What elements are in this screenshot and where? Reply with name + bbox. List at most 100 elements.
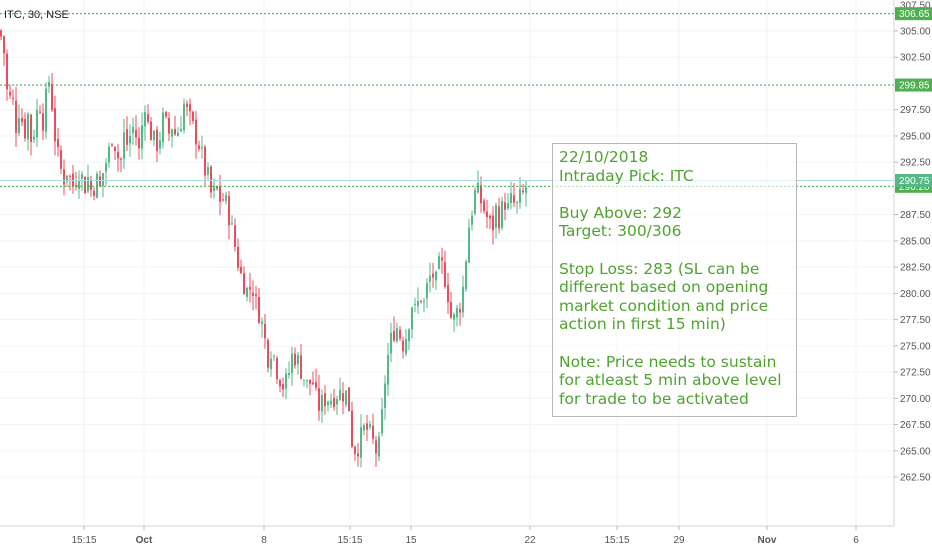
candle-body: [42, 113, 44, 131]
candle-body: [303, 379, 305, 381]
candle-body: [408, 329, 410, 342]
y-tick-label: 285.00: [900, 236, 931, 247]
candle-body: [195, 119, 197, 145]
y-tick-label: 287.50: [900, 210, 931, 221]
candle-body: [210, 166, 212, 193]
candle-body: [381, 409, 383, 434]
candle-body: [363, 425, 365, 431]
trade-note-box[interactable]: 22/10/2018 Intraday Pick: ITC Buy Above:…: [552, 143, 797, 417]
candle-body: [411, 307, 413, 330]
candle-body: [270, 358, 272, 370]
candle-body: [285, 373, 287, 389]
candle-body: [3, 36, 5, 54]
candle-body: [519, 189, 521, 203]
candle-body: [249, 286, 251, 290]
candle-body: [507, 203, 509, 209]
y-tick-label: 305.00: [900, 27, 931, 38]
y-tick-label: 275.00: [900, 341, 931, 352]
candle-body: [339, 389, 341, 400]
candle-body: [489, 215, 491, 219]
candle-body: [24, 119, 26, 139]
time-axis[interactable]: 15:15 Oct 8 15:15 15 22 15:15 29 Nov 6: [71, 526, 859, 546]
y-tick-label: 270.00: [900, 394, 931, 405]
candle-body: [480, 185, 482, 204]
y-tick-label: 265.00: [900, 446, 931, 457]
candle-body: [102, 173, 104, 187]
candle-body: [312, 382, 314, 385]
x-tick-label: Oct: [136, 535, 153, 546]
candle-body: [504, 202, 506, 210]
y-tick-label: 262.50: [900, 473, 931, 484]
candle-body: [18, 118, 20, 134]
candle-body: [105, 163, 107, 172]
candle-body: [63, 169, 65, 185]
candle-body: [315, 382, 317, 388]
x-tick-label: 22: [524, 535, 536, 546]
candle-body: [174, 129, 176, 135]
candle-body: [450, 301, 452, 318]
candle-body: [471, 215, 473, 225]
candle-body: [483, 200, 485, 212]
candle-body: [261, 321, 263, 324]
candle-body: [159, 140, 161, 149]
level-label-bg: [895, 78, 932, 92]
candle-body: [486, 211, 488, 218]
candle-body: [288, 372, 290, 376]
candle-body: [351, 410, 353, 447]
candle-body: [246, 287, 248, 297]
candle-body: [168, 117, 170, 134]
candle-body: [387, 354, 389, 385]
candle-body: [324, 393, 326, 406]
candle-body: [234, 225, 236, 247]
candle-body: [492, 215, 494, 231]
candles: [0, 28, 527, 468]
candle-body: [129, 135, 131, 144]
candle-body: [366, 423, 368, 430]
last-price-label: 290.75: [899, 176, 930, 187]
candle-body: [420, 300, 422, 302]
candle-body: [399, 329, 401, 339]
candle-body: [60, 150, 62, 169]
candle-body: [138, 138, 140, 149]
candle-body: [69, 175, 71, 177]
candle-body: [300, 355, 302, 379]
candle-body: [348, 387, 350, 412]
candle-body: [516, 202, 518, 204]
price-axis[interactable]: 305.00 302.50 297.50 295.00 292.50 287.50 285.…: [894, 0, 931, 484]
candle-body: [330, 401, 332, 405]
note-stoploss-2: different based on opening: [559, 278, 769, 297]
last-price-label-bg: [895, 174, 932, 188]
candle-body: [78, 181, 80, 189]
x-tick-label: 6: [853, 535, 859, 546]
candle-body: [12, 97, 14, 99]
candle-body: [384, 383, 386, 408]
y-tick-label: 267.50: [900, 420, 931, 431]
candle-body: [48, 82, 50, 87]
candle-body: [198, 145, 200, 149]
candle-body: [258, 297, 260, 323]
candle-body: [468, 227, 470, 263]
level-label: 306.65: [899, 9, 930, 20]
candle-body: [54, 108, 56, 142]
candle-body: [372, 425, 374, 439]
candle-body: [333, 398, 335, 408]
candle-body: [57, 138, 59, 148]
candle-body: [141, 125, 143, 149]
candle-body: [435, 271, 437, 281]
candle-body: [222, 199, 224, 201]
y-tick-label: 282.50: [900, 263, 931, 274]
note-date: 22/10/2018: [559, 148, 649, 166]
candle-body: [429, 275, 431, 282]
symbol-title: ITC, 30, NSE: [4, 9, 69, 21]
note-pick: Intraday Pick: ITC: [559, 166, 694, 185]
candle-body: [132, 127, 134, 133]
candle-body: [417, 300, 419, 307]
candle-body: [510, 193, 512, 204]
candle-body: [432, 273, 434, 278]
candle-body: [171, 129, 173, 137]
candle-body: [297, 355, 299, 365]
y-tick-label: 297.50: [900, 105, 931, 116]
candle-body: [6, 53, 8, 90]
candle-body: [279, 380, 281, 387]
